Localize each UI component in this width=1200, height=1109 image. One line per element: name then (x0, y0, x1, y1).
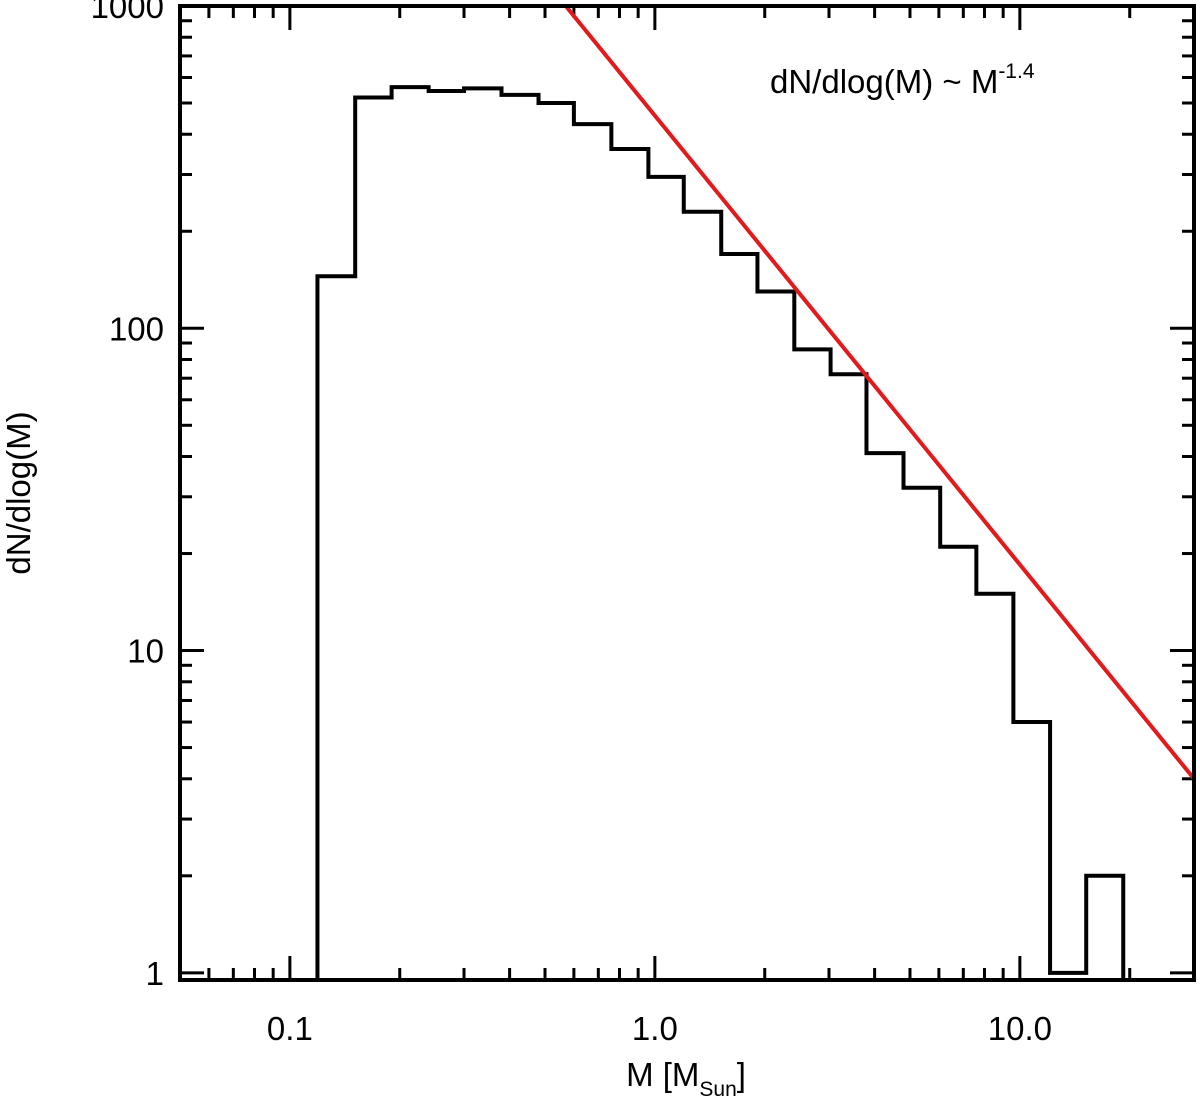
annotation-exponent: -1.4 (998, 60, 1035, 83)
annotation: dN/dlog(M) ~ M-1.4 (770, 60, 1035, 100)
x-axis-label-main: M [M (626, 1056, 699, 1093)
y-tick-label: 10 (127, 633, 164, 670)
x-axis-label: M [MSun] (626, 1056, 746, 1101)
y-tick-label: 1 (146, 955, 164, 992)
plot-frame (178, 4, 1196, 982)
power-law-fit-line (564, 4, 1196, 781)
x-tick-label: 10.0 (988, 1010, 1052, 1047)
y-tick-label: 1000 (91, 0, 164, 25)
y-tick-label: 100 (109, 310, 164, 347)
histogram-series (315, 85, 1196, 982)
tick-labels: 0.1 1.0 10.0 1 10 100 1000 (91, 0, 1052, 1047)
x-axis-label-subscript: Sun (699, 1078, 736, 1101)
annotation-text: dN/dlog(M) ~ M (770, 63, 998, 100)
plot-data (315, 4, 1196, 982)
y-axis-label: dN/dlog(M) (0, 411, 37, 574)
x-tick-label: 0.1 (267, 1010, 313, 1047)
x-axis-label-close: ] (737, 1056, 746, 1093)
x-tick-label: 1.0 (632, 1010, 678, 1047)
